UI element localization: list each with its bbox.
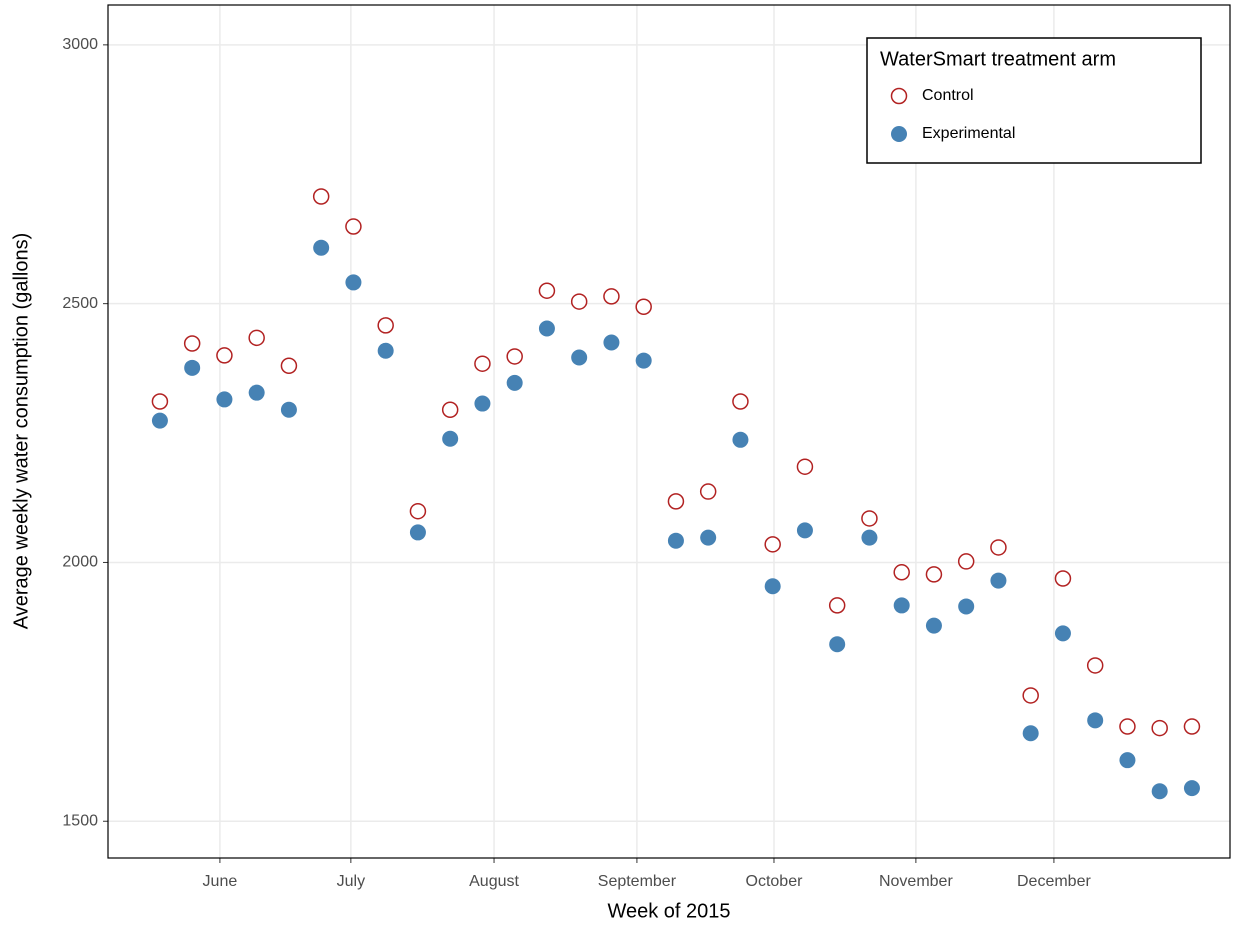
point	[184, 359, 201, 376]
x-tick-label: September	[598, 873, 677, 890]
point	[280, 357, 298, 375]
point	[216, 391, 233, 408]
point	[732, 393, 749, 410]
point	[635, 298, 652, 316]
x-tick-label: October	[746, 873, 804, 890]
point	[893, 597, 910, 614]
point	[828, 597, 846, 614]
point	[151, 412, 168, 429]
point	[571, 349, 588, 366]
point	[248, 329, 265, 347]
legend-title: WaterSmart treatment arm	[880, 48, 1116, 70]
point	[796, 458, 814, 475]
point	[312, 188, 330, 205]
point	[1054, 625, 1071, 642]
point	[216, 347, 233, 364]
legend-label: Experimental	[922, 125, 1015, 142]
point	[1022, 687, 1039, 704]
point	[345, 274, 362, 291]
point	[409, 502, 427, 520]
point	[667, 493, 685, 510]
point	[377, 317, 394, 334]
x-axis-title: Week of 2015	[607, 900, 730, 922]
point	[603, 288, 620, 305]
point	[538, 282, 556, 299]
point	[893, 564, 910, 581]
point	[990, 539, 1007, 556]
point	[1022, 725, 1039, 742]
point	[829, 636, 846, 653]
point	[1151, 783, 1168, 800]
point	[635, 352, 652, 369]
point	[1151, 719, 1168, 737]
point	[732, 431, 749, 448]
point	[474, 355, 491, 372]
point	[861, 510, 878, 527]
x-tick-label: August	[469, 873, 519, 890]
point	[990, 572, 1007, 589]
legend-label: Control	[922, 87, 974, 104]
y-tick-label: 1500	[62, 812, 98, 829]
legend-marker	[890, 87, 908, 105]
point	[506, 348, 523, 365]
point	[861, 529, 878, 546]
x-tick-label: June	[203, 873, 238, 890]
x-tick-label: July	[337, 873, 365, 890]
point	[1183, 780, 1200, 797]
point	[280, 401, 297, 418]
y-tick-label: 3000	[62, 36, 98, 53]
point	[667, 532, 684, 549]
point	[570, 293, 588, 310]
y-axis-title: Average weekly water consumption (gallon…	[10, 233, 32, 630]
point	[313, 239, 330, 256]
point	[441, 401, 459, 419]
point	[1183, 718, 1201, 735]
x-tick-label: December	[1017, 873, 1091, 890]
point	[1087, 712, 1104, 729]
point	[603, 334, 620, 351]
y-tick-label: 2500	[62, 295, 98, 312]
point	[1119, 752, 1136, 769]
point	[957, 553, 975, 570]
point	[1119, 718, 1136, 735]
legend: WaterSmart treatment arm Control Experimen…	[866, 37, 1202, 164]
point	[925, 566, 943, 583]
point	[699, 483, 717, 500]
point	[796, 522, 813, 539]
point	[377, 342, 394, 359]
point	[409, 524, 426, 541]
point	[764, 536, 781, 553]
point	[474, 395, 491, 412]
legend-box	[866, 37, 1202, 164]
point	[700, 529, 717, 546]
y-tick-label: 2000	[62, 554, 98, 571]
point	[538, 320, 555, 337]
point	[1086, 657, 1104, 674]
legend-marker	[891, 126, 907, 142]
point	[442, 430, 459, 447]
point	[925, 617, 942, 634]
point	[1054, 570, 1072, 587]
point	[183, 335, 201, 352]
point	[506, 374, 523, 391]
point	[151, 393, 169, 410]
point	[958, 598, 975, 615]
point	[764, 578, 781, 595]
plot-panel	[107, 4, 1231, 859]
point	[345, 218, 362, 235]
x-tick-label: November	[879, 873, 953, 890]
point	[248, 384, 265, 401]
